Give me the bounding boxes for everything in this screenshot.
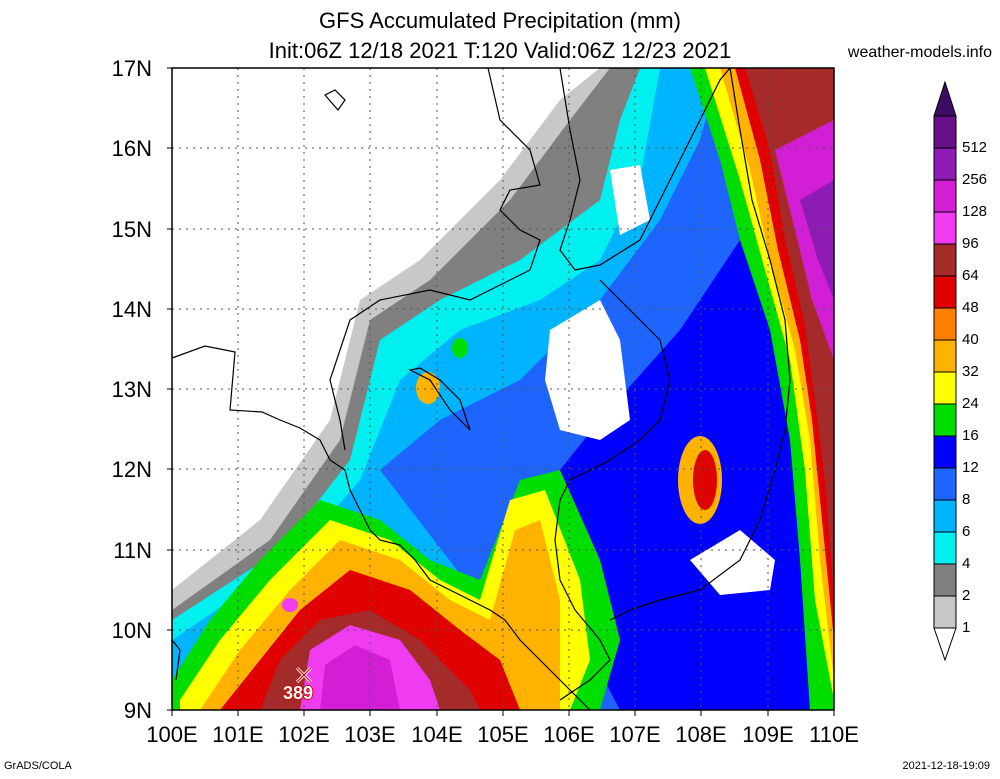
lon-label: 103E [344,722,396,747]
lat-label: 13N [111,377,152,402]
lat-label: 12N [111,457,152,482]
max-precip-value: 389 [283,683,314,703]
colorbar-swatch [933,531,957,565]
footer-timestamp: 2021-12-18-19:09 [902,760,990,772]
lon-label: 110E [809,722,859,747]
lon-label: 106E [543,722,595,747]
colorbar-tick-label: 64 [962,267,979,284]
axis-ticks [167,67,835,716]
colorbar-swatch [933,339,957,373]
colorbar-tick-label: 128 [962,203,988,220]
colorbar-tick-label: 48 [962,299,979,316]
colorbar-swatch [933,275,957,309]
lat-label: 9N [123,698,152,723]
chart-title: GFS Accumulated Precipitation (mm) [319,8,681,33]
graticule [172,68,834,710]
colorbar-swatch [933,499,957,533]
colorbar-swatch [933,435,957,469]
colorbar-swatch [933,307,957,341]
colorbar-tick-label: 40 [962,331,979,348]
colorbar-tick-label: 12 [962,459,979,476]
colorbar-swatch [933,243,957,277]
colorbar-tick-label: 256 [962,171,988,188]
colorbar-tick-label: 4 [962,555,971,572]
colorbar-swatch [933,595,957,629]
chart-subtitle: Init:06Z 12/18 2021 T:120 Valid:06Z 12/2… [268,38,732,63]
lat-label: 10N [111,618,152,643]
colorbar-swatch [933,147,957,181]
max-precip-marker-icon [295,666,313,684]
lon-label: 100E [146,722,198,747]
lon-label: 109E [742,722,794,747]
lon-label: 102E [278,722,330,747]
colorbar-tick-label: 2 [962,587,971,604]
colorbar-tick-label: 32 [962,363,979,380]
footer-software: GrADS/COLA [4,760,72,772]
colorbar-tick-label: 16 [962,427,979,444]
colorbar-swatch [933,371,957,405]
lat-label: 11N [113,538,152,563]
lat-label: 15N [111,217,152,242]
colorbar-swatch [933,403,957,437]
colorbar-swatch [933,115,957,149]
lon-label: 108E [675,722,727,747]
lon-label: 101E [212,722,264,747]
colorbar-tick-label: 8 [962,491,971,508]
coastlines-borders [171,67,791,711]
colorbar-tick-label: 6 [962,523,971,540]
colorbar-swatch [933,179,957,213]
colorbar-tick-label: 1 [962,619,971,636]
colorbar-swatch [933,211,957,245]
colorbar-bottom-arrow [933,627,957,662]
lat-label: 14N [111,297,152,322]
lon-label: 107E [609,722,661,747]
site-credit: weather-models.info [847,44,992,61]
colorbar-tick-label: 96 [962,235,979,252]
colorbar-legend [933,80,957,662]
colorbar-top-arrow [933,80,957,117]
colorbar-tick-label: 24 [962,395,979,412]
lat-label: 16N [111,136,152,161]
colorbar-swatch [933,563,957,597]
lon-label: 104E [411,722,463,747]
lat-label: 17N [111,56,152,81]
colorbar-tick-label: 512 [962,139,988,156]
plot-frame [171,67,835,711]
colorbar-swatch [933,467,957,501]
lon-label: 105E [477,722,529,747]
